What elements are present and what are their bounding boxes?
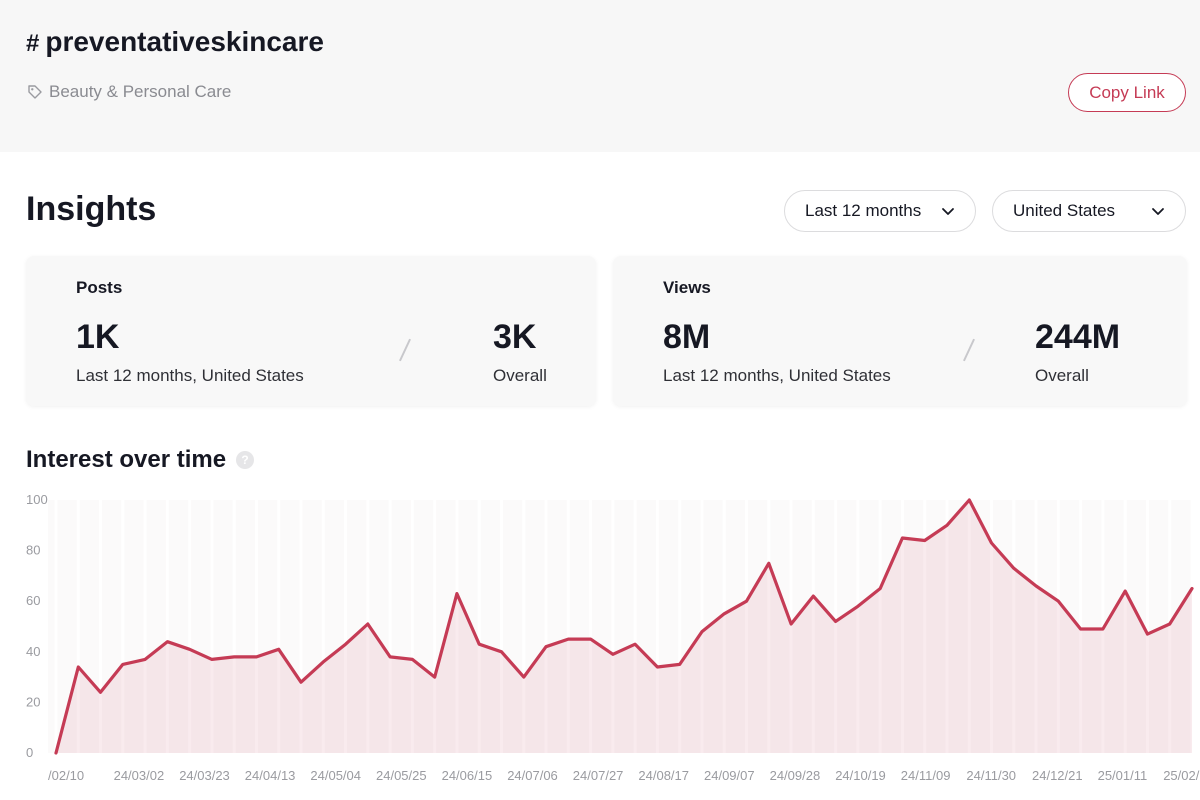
x-tick-label: 24/10/19: [835, 768, 886, 783]
posts-recent-label: Last 12 months, United States: [76, 366, 304, 385]
interest-chart: 0 20 40 60 80 100/02/10 24/03/02 24/03/23 24/04/…: [26, 492, 1200, 783]
y-tick-label: 20: [26, 694, 40, 709]
posts-overall-label: Overall: [493, 366, 547, 385]
region-dropdown[interactable]: United States: [992, 190, 1186, 232]
divider-slash: [399, 338, 411, 362]
help-icon[interactable]: ?: [236, 451, 255, 469]
insights-title: Insights: [26, 190, 157, 228]
views-overall-value: 244M: [1035, 318, 1121, 356]
tag-icon: [28, 85, 42, 99]
x-tick-label: 25/01/11: [1098, 768, 1148, 783]
hashtag-name: preventativeskincare: [45, 26, 324, 57]
views-card-title: Views: [663, 278, 711, 297]
x-tick-label: 24/05/25: [376, 768, 427, 783]
x-tick-label: /02/10: [48, 768, 84, 783]
chevron-down-icon: [1152, 208, 1164, 215]
x-tick-label: 24/06/15: [442, 768, 493, 783]
divider-slash: [963, 338, 975, 362]
x-tick-label: 24/09/28: [770, 768, 821, 783]
y-tick-label: 40: [26, 644, 40, 659]
interest-title-text: Interest over time: [26, 446, 227, 473]
period-dropdown[interactable]: Last 12 months: [784, 190, 976, 232]
interest-over-time-title: Interest over time ?: [26, 446, 255, 474]
category-text: Beauty & Personal Care: [49, 82, 232, 101]
posts-card-title: Posts: [76, 278, 123, 297]
posts-card: Posts 1K Last 12 months, United States 3…: [26, 256, 596, 406]
hashtag-title: # preventativeskincare: [26, 26, 324, 58]
views-overall-label: Overall: [1035, 366, 1089, 385]
period-dropdown-value: Last 12 months: [805, 201, 922, 220]
y-tick-label: 0: [26, 745, 33, 760]
x-tick-label: 24/07/27: [573, 768, 624, 783]
x-tick-label: 24/03/23: [179, 768, 230, 783]
category-label: Beauty & Personal Care: [27, 82, 231, 102]
views-recent-label: Last 12 months, United States: [663, 366, 891, 385]
x-tick-label: 24/11/09: [901, 768, 951, 783]
copy-link-button[interactable]: Copy Link: [1068, 73, 1186, 112]
posts-recent-value: 1K: [76, 318, 120, 356]
series-line: [54, 498, 1194, 755]
x-tick-label: 24/12/21: [1032, 768, 1083, 783]
x-tick-label: 24/11/30: [966, 768, 1016, 783]
posts-overall-value: 3K: [493, 318, 537, 356]
x-tick-label: 24/05/04: [310, 768, 361, 783]
region-dropdown-value: United States: [1013, 201, 1116, 220]
y-tick-label: 100: [26, 492, 48, 507]
hash-symbol: #: [26, 30, 40, 57]
y-tick-label: 60: [26, 593, 40, 608]
y-tick-label: 80: [26, 543, 40, 558]
x-tick-label: 24/07/06: [507, 768, 558, 783]
x-tick-label: 25/02/: [1163, 768, 1200, 783]
views-recent-value: 8M: [663, 318, 711, 356]
x-tick-label: 24/08/17: [638, 768, 689, 783]
x-tick-label: 24/03/02: [114, 768, 165, 783]
x-tick-label: 24/09/07: [704, 768, 755, 783]
plot-area: [48, 500, 1192, 753]
chevron-down-icon: [942, 208, 954, 215]
hashtag-header: # preventativeskincare Beauty & Personal …: [0, 0, 1200, 152]
area-fill: [56, 500, 1192, 753]
x-tick-label: 24/04/13: [245, 768, 296, 783]
views-card: Views 8M Last 12 months, United States 2…: [613, 256, 1187, 406]
